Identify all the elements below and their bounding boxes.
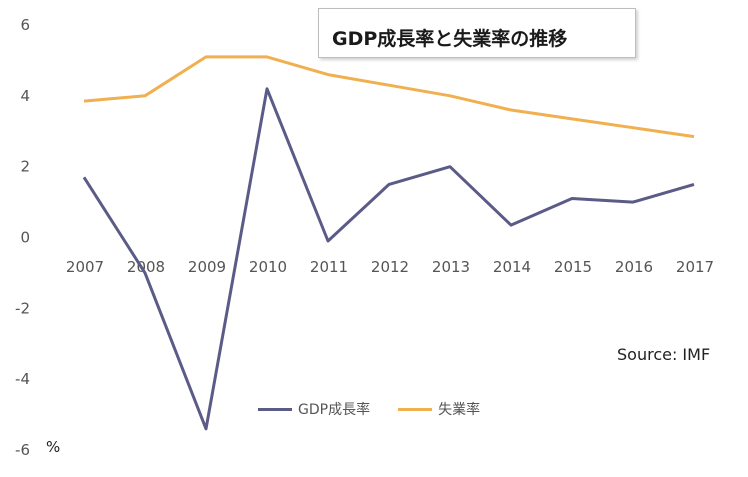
source-note: Source: IMF xyxy=(617,345,711,364)
x-tick-label: 2009 xyxy=(188,258,226,276)
x-tick-label: 2012 xyxy=(371,258,409,276)
x-axis: 2007 2008 2009 2010 2011 2012 2013 2014 2015 2016… xyxy=(66,258,714,276)
y-tick-label: 2 xyxy=(20,158,30,176)
y-tick-label: -4 xyxy=(15,370,30,388)
legend-item-gdp: GDP成長率 xyxy=(258,399,370,419)
x-tick-label: 2008 xyxy=(127,258,165,276)
legend-swatch-unemployment xyxy=(398,407,433,411)
y-tick-label: 6 xyxy=(20,16,30,34)
y-tick-label: 4 xyxy=(20,87,30,105)
y-axis-unit: % xyxy=(46,438,61,456)
chart-title: GDP成長率と失業率の推移 xyxy=(332,28,568,50)
series-group xyxy=(82,55,695,431)
y-axis: 6 4 2 0 -2 -4 -6 xyxy=(15,16,30,459)
y-tick-label: -2 xyxy=(15,299,30,317)
series-line-unemployment xyxy=(83,55,695,139)
legend-label-unemployment: 失業率 xyxy=(438,402,481,418)
series-line-gdp xyxy=(82,87,695,431)
x-tick-label: 2007 xyxy=(66,258,104,276)
legend-item-unemployment: 失業率 xyxy=(398,399,480,419)
x-tick-label: 2013 xyxy=(432,258,470,276)
x-tick-label: 2010 xyxy=(249,258,287,276)
y-tick-label: -6 xyxy=(15,441,30,459)
legend-label-gdp: GDP成長率 xyxy=(298,402,371,418)
x-tick-label: 2016 xyxy=(615,258,653,276)
legend: GDP成長率 失業率 xyxy=(258,399,508,419)
y-tick-label: 0 xyxy=(20,229,30,247)
x-tick-label: 2017 xyxy=(676,258,714,276)
x-tick-label: 2011 xyxy=(310,258,348,276)
x-tick-label: 2014 xyxy=(493,258,531,276)
x-tick-label: 2015 xyxy=(554,258,592,276)
legend-swatch-gdp xyxy=(258,407,292,411)
chart-title-box xyxy=(318,8,636,58)
